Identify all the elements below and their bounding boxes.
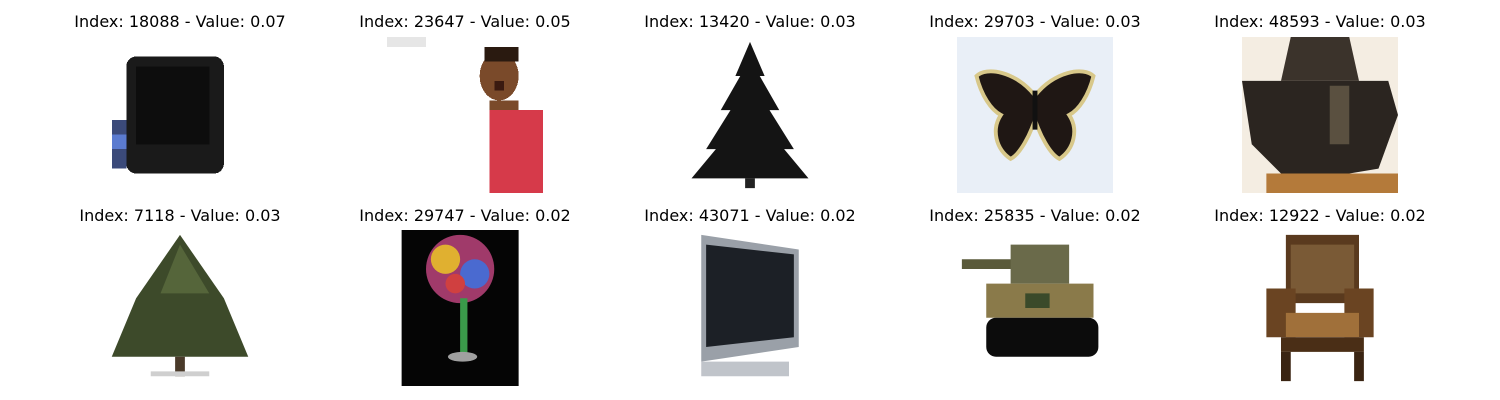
green-tree-icon — [102, 230, 258, 386]
panel-title: Index: 18088 - Value: 0.07 — [74, 12, 286, 31]
panel-title: Index: 23647 - Value: 0.05 — [359, 12, 571, 31]
panel-title: Index: 29747 - Value: 0.02 — [359, 206, 571, 225]
image-panel: Index: 7118 - Value: 0.03 — [30, 200, 330, 400]
image-panel: Index: 43071 - Value: 0.02 — [600, 200, 900, 400]
image-panel: Index: 12922 - Value: 0.02 — [1170, 200, 1470, 400]
panel-title: Index: 29703 - Value: 0.03 — [929, 12, 1141, 31]
panel-title: Index: 12922 - Value: 0.02 — [1214, 206, 1426, 225]
dark-tank-icon — [1242, 37, 1398, 193]
image-panel: Index: 23647 - Value: 0.05 — [315, 0, 615, 200]
image-panel: Index: 29703 - Value: 0.03 — [885, 0, 1185, 200]
image-panel: Index: 29747 - Value: 0.02 — [315, 200, 615, 400]
camo-tank-icon — [957, 230, 1113, 386]
panel-title: Index: 7118 - Value: 0.03 — [79, 206, 281, 225]
image-panel: Index: 18088 - Value: 0.07 — [30, 0, 330, 200]
colorful-glass-icon — [387, 230, 543, 386]
crt-television-icon — [102, 37, 258, 193]
panel-title: Index: 13420 - Value: 0.03 — [644, 12, 856, 31]
butterfly-icon — [957, 37, 1113, 193]
armchair-icon — [1242, 230, 1398, 386]
image-panel: Index: 13420 - Value: 0.03 — [600, 0, 900, 200]
surprised-person-icon — [387, 37, 543, 193]
flat-tv-icon — [672, 230, 828, 386]
image-panel: Index: 25835 - Value: 0.02 — [885, 200, 1185, 400]
panel-title: Index: 43071 - Value: 0.02 — [644, 206, 856, 225]
panel-title: Index: 48593 - Value: 0.03 — [1214, 12, 1426, 31]
image-panel: Index: 48593 - Value: 0.03 — [1170, 0, 1470, 200]
panel-title: Index: 25835 - Value: 0.02 — [929, 206, 1141, 225]
black-pine-tree-icon — [672, 37, 828, 193]
